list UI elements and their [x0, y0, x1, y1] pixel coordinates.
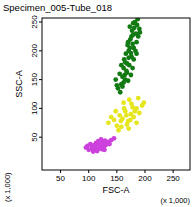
x-unit: (x 1,000) [160, 196, 190, 205]
plot-frame [42, 18, 190, 170]
point [132, 109, 137, 114]
y-tick [39, 137, 42, 138]
point [121, 100, 126, 105]
point [120, 84, 125, 89]
point [121, 80, 126, 85]
y-tick-label: 150 [30, 72, 39, 86]
point [106, 120, 111, 125]
title: Specimen_005-Tube_018 [3, 2, 112, 13]
point [131, 21, 136, 26]
y-tick-label: 200 [30, 44, 39, 58]
x-tick-label: 200 [138, 174, 152, 183]
point [130, 42, 135, 47]
point [114, 123, 119, 128]
point [141, 100, 146, 105]
chart: Specimen_005-Tube_018 50 100 150 200 250 50 100… [0, 0, 194, 207]
point [136, 96, 141, 101]
x-tick-label: 100 [82, 174, 96, 183]
point [126, 78, 131, 83]
y-tick [39, 79, 42, 80]
point [126, 55, 131, 60]
x-tick [144, 170, 145, 173]
point [118, 119, 123, 124]
x-tick-label: 150 [110, 174, 124, 183]
point [129, 34, 134, 39]
point [119, 63, 124, 68]
x-tick [173, 170, 174, 173]
y-tick-label: 100 [30, 101, 39, 115]
x-tick [60, 170, 61, 173]
y-tick-label: 50 [30, 132, 39, 141]
y-tick-label: 250 [30, 15, 39, 29]
point [137, 111, 142, 116]
point [116, 128, 121, 133]
points [83, 18, 146, 154]
point [97, 140, 102, 145]
point [103, 138, 108, 143]
point [113, 77, 118, 82]
point [128, 118, 133, 123]
point [100, 147, 105, 152]
point [107, 142, 112, 147]
point [127, 24, 132, 29]
y-tick [39, 50, 42, 51]
point [122, 73, 127, 78]
x-tick-label: 50 [56, 174, 65, 183]
x-tick-label: 250 [166, 174, 180, 183]
point [129, 73, 134, 78]
point [129, 101, 134, 106]
point [127, 97, 132, 102]
point [130, 66, 135, 71]
x-tick [116, 170, 117, 173]
point [95, 149, 100, 154]
y-tick [39, 22, 42, 23]
point [126, 126, 131, 131]
x-axis-label: FSC-A [103, 185, 130, 195]
y-tick [39, 108, 42, 109]
point [122, 106, 127, 111]
point [129, 51, 134, 56]
point [112, 136, 117, 141]
point [131, 46, 136, 51]
point [92, 143, 97, 148]
point [114, 83, 119, 88]
x-tick [88, 170, 89, 173]
point [126, 40, 131, 45]
point [109, 115, 114, 120]
point [85, 143, 90, 148]
point [125, 61, 130, 66]
point [113, 109, 118, 114]
point [124, 113, 129, 118]
point [138, 30, 143, 35]
background [0, 0, 194, 207]
point [118, 90, 123, 95]
y-axis-label: SSC-A [14, 70, 24, 98]
point [135, 18, 140, 22]
point [134, 51, 139, 56]
y-unit: (x 1,000) [3, 172, 12, 202]
point [134, 120, 139, 125]
point [130, 28, 135, 33]
